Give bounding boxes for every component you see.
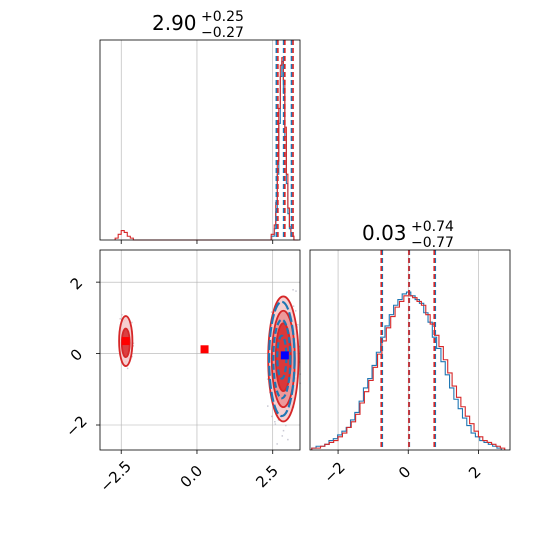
y-tick-label: −2 [62, 412, 90, 440]
sample-point [292, 305, 295, 307]
x-tick-label: 2 [465, 463, 484, 482]
sample-point [295, 290, 297, 292]
title-param-2-plus: +0.74 [411, 219, 454, 235]
sample-point [287, 438, 289, 441]
sample-point [276, 443, 278, 445]
sample-point [292, 289, 294, 291]
sample-point [131, 321, 133, 324]
sample-point [274, 423, 277, 425]
x-tick-label: −2.5 [96, 457, 134, 495]
sample-point [132, 345, 135, 347]
marginal-panel-param-1 [99, 39, 301, 244]
sample-point [270, 311, 273, 313]
histogram-blue [311, 291, 502, 450]
title-param-2-median: 0.03 [362, 221, 407, 245]
sample-point [266, 378, 269, 380]
sample-point [285, 424, 287, 427]
sample-point [282, 429, 285, 432]
title-param-2-minus: −0.77 [411, 235, 454, 251]
sample-point [119, 318, 121, 320]
sample-point [131, 355, 133, 358]
sample-point [267, 405, 269, 407]
x-tick-label: 2.5 [252, 462, 282, 492]
sample-point [271, 415, 273, 418]
contour-blue [272, 318, 292, 400]
marker-square [121, 337, 130, 346]
histogram-red [311, 295, 506, 450]
panel-titles: 2.90 +0.25 −0.27 0.03 +0.74 −0.77 [152, 9, 454, 251]
histogram-blue [268, 60, 299, 241]
sample-point [126, 367, 129, 370]
panel-frame [309, 249, 511, 451]
x-tick-label: 0 [395, 463, 414, 482]
histogram-red [114, 57, 299, 241]
marker-square [280, 351, 289, 360]
joint-panel: −2.5 0.0 2.5 −2 0 2 [62, 249, 301, 496]
x-tick-label: 0.0 [177, 462, 207, 492]
sample-point [281, 435, 284, 437]
marker-square [200, 345, 209, 354]
sample-point [294, 310, 297, 312]
sample-point [296, 324, 299, 326]
marginal-panel-param-2: −2 0 2 [309, 249, 511, 487]
contour-blue [267, 300, 296, 418]
title-param-1-minus: −0.27 [201, 25, 244, 41]
y-tick-label: 2 [67, 274, 86, 293]
sample-point [121, 314, 123, 316]
sample-point [274, 420, 276, 423]
panel-frame [99, 249, 301, 451]
title-param-1-plus: +0.25 [201, 9, 244, 25]
y-tick-label: 0 [67, 345, 86, 364]
x-tick-label: −2 [320, 458, 348, 486]
title-param-1-median: 2.90 [152, 11, 197, 35]
panel-frame [99, 39, 301, 241]
sample-point [132, 342, 135, 345]
sample-point [277, 419, 280, 421]
